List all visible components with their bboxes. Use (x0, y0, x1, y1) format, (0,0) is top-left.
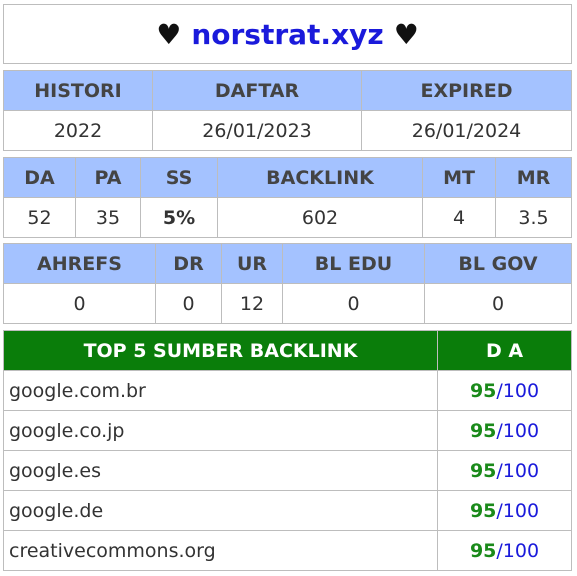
header-ahrefs: AHREFS (3, 243, 156, 284)
value-expired: 26/01/2024 (361, 110, 572, 151)
backlink-da: 95/100 (437, 490, 572, 531)
backlink-da: 95/100 (437, 370, 572, 411)
backlink-site[interactable]: creativecommons.org (3, 530, 438, 571)
value-ss: 5% (140, 197, 218, 238)
top-backlinks-table: TOP 5 SUMBER BACKLINK D A google.com.br … (3, 330, 572, 571)
value-ur: 12 (221, 283, 283, 324)
header-da: DA (3, 157, 76, 198)
value-pa: 35 (75, 197, 141, 238)
backlink-da: 95/100 (437, 410, 572, 451)
value-da: 52 (3, 197, 76, 238)
value-mt: 4 (422, 197, 496, 238)
header-bl-gov: BL GOV (424, 243, 572, 284)
value-histori: 2022 (3, 110, 153, 151)
backlink-site[interactable]: google.co.jp (3, 410, 438, 451)
ahrefs-table: AHREFS DR UR BL EDU BL GOV 0 0 12 0 0 (3, 243, 572, 324)
header-mr: MR (495, 157, 572, 198)
backlink-da: 95/100 (437, 450, 572, 491)
table-row: google.es 95/100 (3, 450, 572, 491)
domain-title-banner: ♥ norstrat.xyz ♥ (3, 4, 572, 64)
header-da-score: D A (437, 330, 572, 371)
table-row: google.de 95/100 (3, 490, 572, 531)
header-bl-edu: BL EDU (282, 243, 425, 284)
value-dr: 0 (155, 283, 222, 324)
header-mt: MT (422, 157, 496, 198)
header-daftar: DAFTAR (152, 70, 362, 111)
domain-name[interactable]: norstrat.xyz (191, 17, 384, 51)
header-dr: DR (155, 243, 222, 284)
header-pa: PA (75, 157, 141, 198)
header-ur: UR (221, 243, 283, 284)
value-mr: 3.5 (495, 197, 572, 238)
value-daftar: 26/01/2023 (152, 110, 362, 151)
heart-icon: ♥ (156, 17, 182, 51)
value-ahrefs: 0 (3, 283, 156, 324)
history-table: HISTORI DAFTAR EXPIRED 2022 26/01/2023 2… (3, 70, 572, 151)
header-backlink: BACKLINK (217, 157, 423, 198)
metrics-table: DA PA SS BACKLINK MT MR 52 35 5% 602 4 3… (3, 157, 572, 238)
header-histori: HISTORI (3, 70, 153, 111)
table-row: creativecommons.org 95/100 (3, 530, 572, 571)
value-backlink: 602 (217, 197, 423, 238)
backlink-site[interactable]: google.com.br (3, 370, 438, 411)
header-expired: EXPIRED (361, 70, 572, 111)
heart-icon: ♥ (393, 17, 419, 51)
table-row: google.com.br 95/100 (3, 370, 572, 411)
value-bl-edu: 0 (282, 283, 425, 324)
header-top-sources: TOP 5 SUMBER BACKLINK (3, 330, 438, 371)
backlink-da: 95/100 (437, 530, 572, 571)
table-row: google.co.jp 95/100 (3, 410, 572, 451)
backlink-site[interactable]: google.es (3, 450, 438, 491)
backlink-site[interactable]: google.de (3, 490, 438, 531)
value-bl-gov: 0 (424, 283, 572, 324)
header-ss: SS (140, 157, 218, 198)
